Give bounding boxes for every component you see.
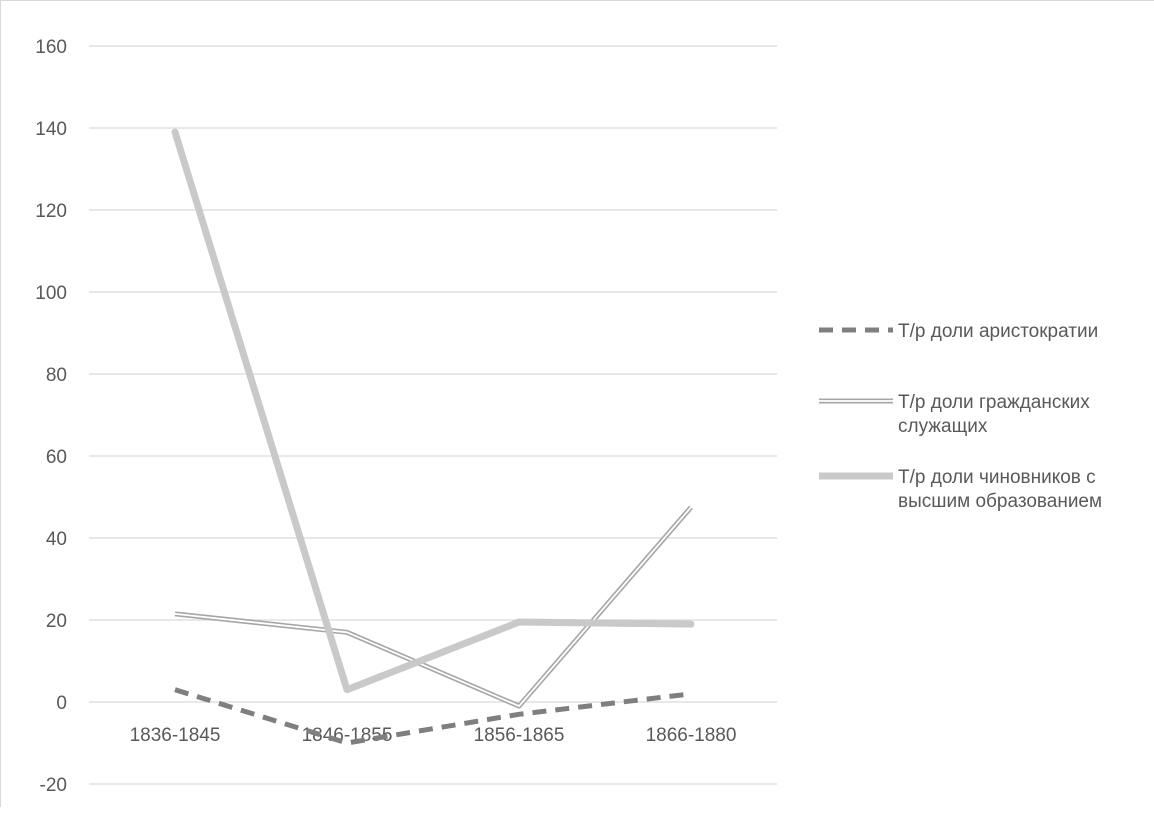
legend-label: высшим образованием xyxy=(898,491,1102,512)
x-axis-ticks: 1836-1845 1846-1855 1856-1865 1866-1880 xyxy=(130,725,737,746)
series-line-1 xyxy=(174,505,693,709)
y-axis-ticks: -20 0 20 40 60 80 100 120 140 160 xyxy=(35,37,67,796)
legend-item-1: Т/р доли гражданских служащих xyxy=(819,392,1090,437)
legend-label: служащих xyxy=(898,416,988,437)
y-tick-label: 20 xyxy=(46,611,67,632)
series-line-0 xyxy=(174,687,692,746)
series-line-outer xyxy=(174,505,693,709)
y-tick-label: 40 xyxy=(46,529,67,550)
legend-item-2: Т/р доли чиновников с высшим образованием xyxy=(819,467,1102,512)
y-tick-label: 80 xyxy=(46,365,67,386)
x-tick-label: 1846-1855 xyxy=(302,725,393,746)
gridlines xyxy=(89,45,777,785)
y-tick-label: 0 xyxy=(56,693,67,714)
legend-label: Т/р доли гражданских xyxy=(898,392,1090,413)
x-tick-label: 1836-1845 xyxy=(130,725,221,746)
legend-label: Т/р доли чиновников с xyxy=(898,467,1096,488)
legend: Т/р доли аристократии Т/р доли граждански… xyxy=(819,321,1102,512)
x-tick-label: 1866-1880 xyxy=(646,725,737,746)
y-tick-label: 160 xyxy=(35,37,67,58)
y-tick-label: 120 xyxy=(35,201,67,222)
series-line-inner xyxy=(174,506,692,707)
x-tick-label: 1856-1865 xyxy=(474,725,565,746)
legend-label: Т/р доли аристократии xyxy=(898,321,1098,342)
series-line-2 xyxy=(171,128,695,694)
y-tick-label: 140 xyxy=(35,119,67,140)
y-tick-label: 100 xyxy=(35,283,67,304)
legend-item-0: Т/р доли аристократии xyxy=(819,321,1098,342)
y-tick-label: 60 xyxy=(46,447,67,468)
y-tick-label: -20 xyxy=(40,775,67,796)
series-lines xyxy=(171,128,695,746)
